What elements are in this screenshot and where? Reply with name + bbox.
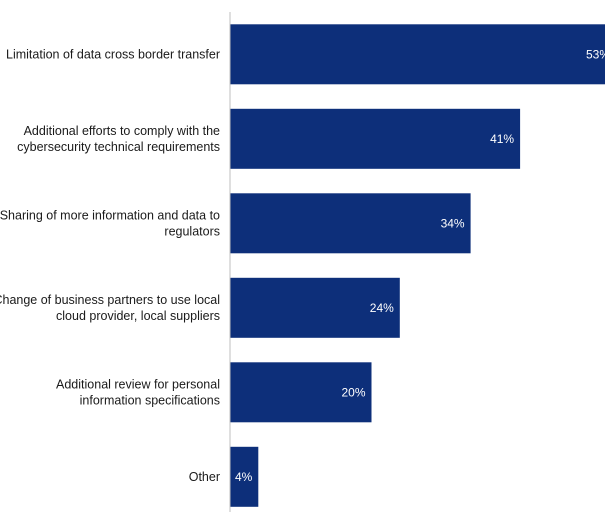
value-label-4: 24% [370, 301, 394, 315]
category-label-2-line-2: cybersecurity technical requirements [17, 140, 220, 154]
category-label-6: Other [189, 470, 220, 484]
bars-layer [230, 24, 605, 507]
bar-1 [230, 24, 605, 85]
category-label-4-line-1: Change of business partners to use local [0, 293, 220, 307]
value-label-1: 53% [586, 47, 605, 61]
category-label-3-line-2: regulators [164, 224, 220, 238]
category-label-1-line-1: Limitation of data cross border transfer [6, 47, 220, 61]
category-label-4-line-2: cloud provider, local suppliers [56, 309, 220, 323]
value-labels-layer: 53% 41% 34% 24% 20% 4% [235, 47, 605, 484]
category-label-2-line-1: Additional efforts to comply with the [24, 124, 220, 138]
bar-5 [230, 362, 372, 423]
category-label-6-line-1: Other [189, 470, 220, 484]
bar-2 [230, 108, 521, 169]
category-label-4: Change of business partners to use local… [0, 293, 220, 323]
category-label-3: Sharing of more information and data to r… [0, 208, 220, 238]
category-label-5: Additional review for personal informatio… [56, 377, 220, 407]
category-label-2: Additional efforts to comply with the cyb… [17, 124, 220, 154]
category-label-1: Limitation of data cross border transfer [6, 47, 220, 61]
category-labels-layer: Limitation of data cross border transfer… [0, 47, 220, 484]
bar-3 [230, 193, 471, 254]
bar-4 [230, 277, 400, 338]
value-label-6: 4% [235, 470, 253, 484]
category-label-3-line-1: Sharing of more information and data to [0, 208, 220, 222]
value-label-5: 20% [341, 385, 365, 399]
value-label-2: 41% [490, 132, 514, 146]
category-label-5-line-1: Additional review for personal [56, 377, 220, 391]
category-label-5-line-2: information specifications [80, 393, 220, 407]
bar-6 [230, 446, 259, 507]
value-label-3: 34% [441, 216, 465, 230]
